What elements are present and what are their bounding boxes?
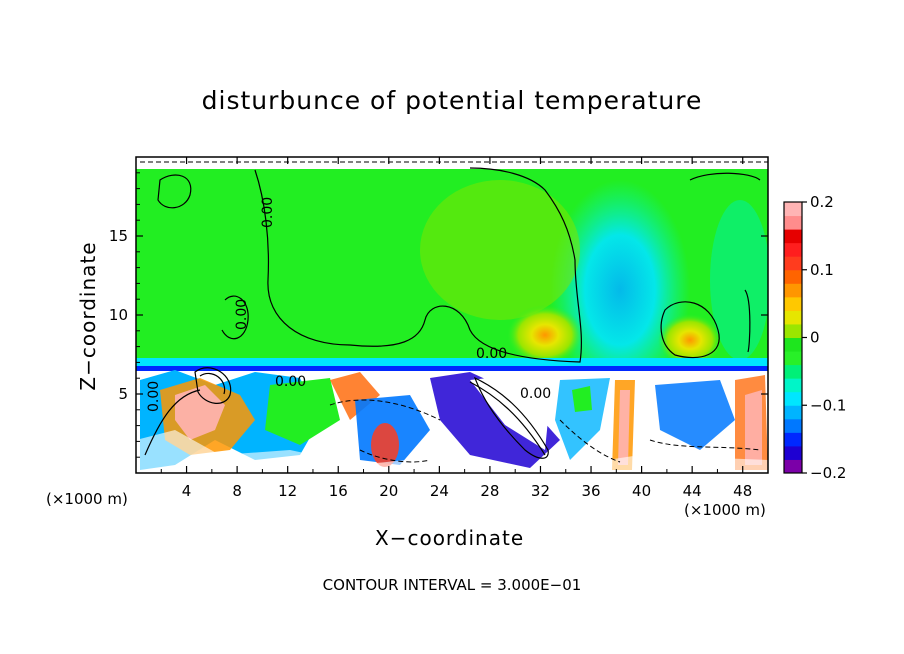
x-tick-label: 4 (182, 482, 192, 500)
colorbar-tick-label: −0.1 (810, 396, 846, 414)
heatmap-field (136, 157, 768, 473)
colorbar-swatch (784, 405, 802, 420)
y-axis-label: Z−coordinate (76, 241, 100, 391)
colorbar-swatch (784, 269, 802, 284)
colorbar-swatch (784, 202, 802, 217)
colorbar-swatch (784, 229, 802, 244)
contour-label: 0.00 (520, 386, 551, 402)
colorbar-swatch (784, 432, 802, 447)
colorbar-swatch (784, 351, 802, 366)
colorbar-swatch (784, 323, 802, 338)
x-tick-label: 40 (632, 482, 651, 500)
x-unit-label-right: (×1000 m) (684, 501, 766, 519)
colorbar-tick-label: 0 (810, 329, 820, 347)
x-tick-label: 8 (232, 482, 242, 500)
contour-label: 0.00 (260, 197, 276, 228)
y-tick-label: 10 (109, 306, 128, 324)
colorbar-swatch (784, 337, 802, 352)
colorbar-swatch (784, 391, 802, 406)
contour-interval-note: CONTOUR INTERVAL = 3.000E−01 (322, 576, 582, 594)
colorbar-swatch (784, 242, 802, 257)
contour-label: 0.00 (234, 299, 250, 330)
x-tick-label: 36 (581, 482, 600, 500)
x-tick-label: 32 (531, 482, 550, 500)
x-axis: 4 8 12 16 20 24 28 32 36 40 44 48 (160, 157, 752, 500)
x-tick-label: 48 (733, 482, 752, 500)
x-unit-label-left: (×1000 m) (46, 490, 128, 508)
contour-label: 0.00 (146, 381, 162, 412)
contour-label: 0.00 (275, 374, 306, 390)
x-tick-label: 20 (379, 482, 398, 500)
contour-label: 0.00 (476, 346, 507, 362)
chart-title: disturbunce of potential temperature (201, 86, 703, 115)
x-tick-label: 28 (480, 482, 499, 500)
colorbar-swatch (784, 215, 802, 230)
colorbar-swatch (784, 418, 802, 433)
colorbar-swatch (784, 459, 802, 474)
colorbar-swatch (784, 283, 802, 298)
x-axis-label: X−coordinate (375, 526, 525, 550)
x-tick-label: 12 (278, 482, 297, 500)
colorbar-swatch (784, 256, 802, 271)
x-tick-label: 44 (683, 482, 702, 500)
colorbar-tick-label: 0.1 (810, 261, 834, 279)
x-tick-label: 16 (329, 482, 348, 500)
y-tick-label: 15 (109, 227, 128, 245)
colorbar-swatch (784, 364, 802, 379)
y-tick-label: 5 (118, 385, 128, 403)
colorbar-swatch (784, 310, 802, 325)
colorbar-swatch (784, 296, 802, 311)
colorbar-tick-label: 0.2 (810, 193, 834, 211)
colorbar-swatch (784, 378, 802, 393)
x-tick-label: 24 (430, 482, 449, 500)
colorbar-tick-label: −0.2 (810, 464, 846, 482)
y-axis: 5 10 15 (109, 172, 768, 458)
colorbar-swatch (784, 445, 802, 460)
colorbar: 0.2 0.1 0 −0.1 −0.2 (783, 193, 846, 482)
